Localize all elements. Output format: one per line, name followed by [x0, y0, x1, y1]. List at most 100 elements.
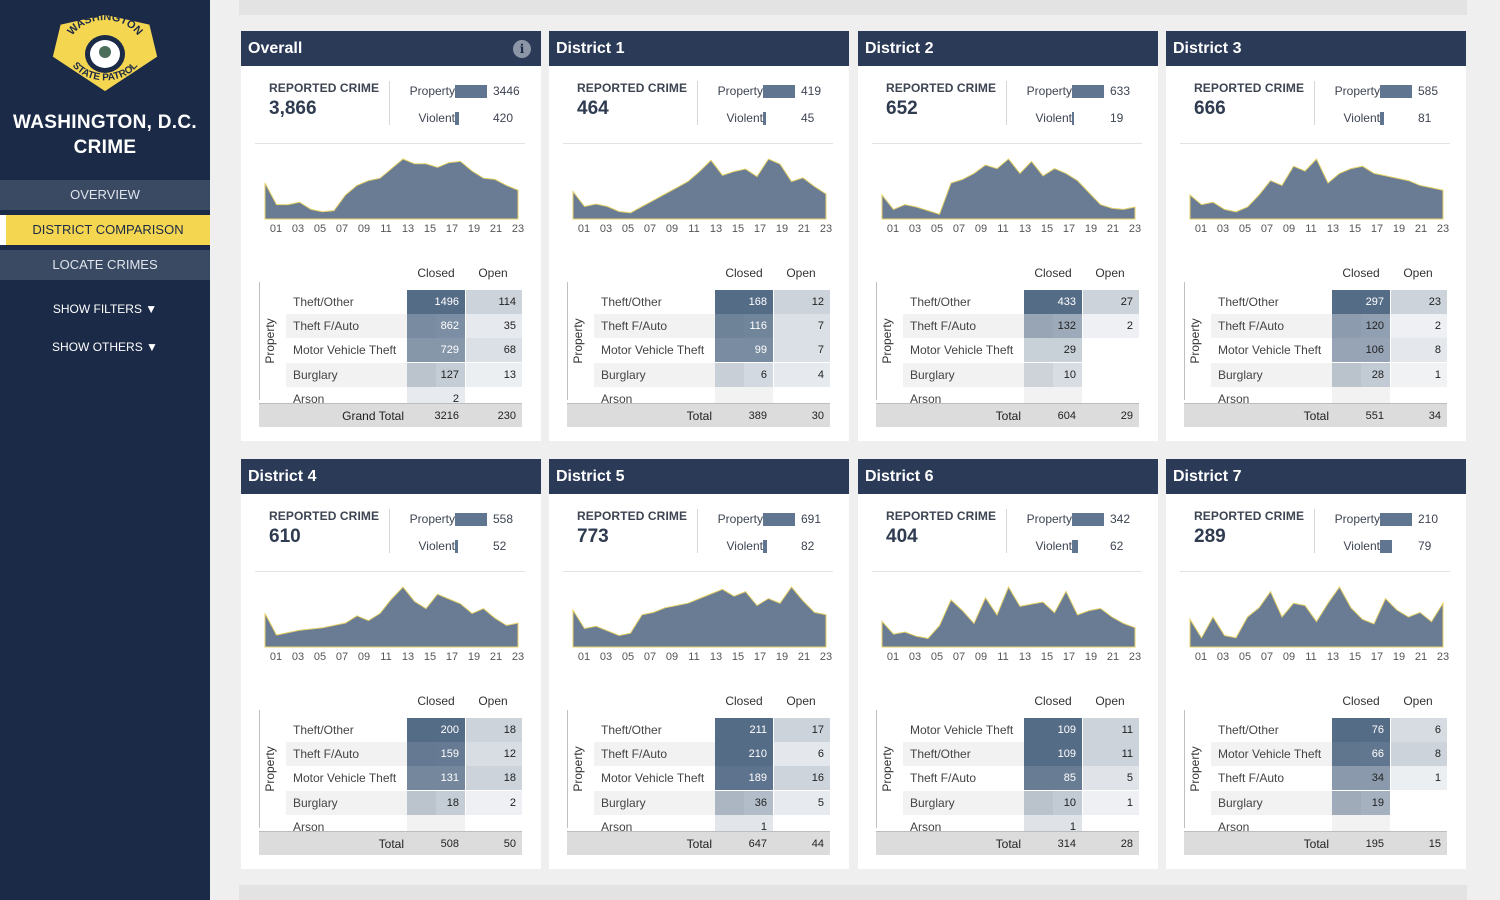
closed-column-header: Closed — [725, 694, 763, 708]
total-open: 50 — [503, 838, 516, 850]
reported-crime-value: 404 — [886, 526, 918, 547]
hour-tick-label: 17 — [1062, 651, 1076, 663]
violent-label: Violent — [1343, 111, 1380, 125]
crime-type-label: Burglary — [1211, 363, 1361, 387]
hour-tick-label: 11 — [997, 651, 1009, 663]
property-bar — [455, 85, 487, 98]
hour-tick-label: 15 — [423, 223, 437, 235]
hour-tick-label: 19 — [1392, 223, 1406, 235]
hour-tick-label: 23 — [819, 651, 833, 663]
violent-count-row: Violent 52 — [391, 539, 541, 555]
hour-tick-label: 01 — [1194, 651, 1208, 663]
hour-tick-label: 11 — [380, 223, 392, 235]
total-label: Grand Total — [342, 409, 404, 423]
closed-count-cell: 168 — [715, 290, 773, 314]
violent-bar — [455, 112, 459, 125]
open-count-cell: 11 — [1083, 742, 1139, 766]
total-closed: 195 — [1365, 838, 1384, 850]
show-others-button[interactable]: SHOW OTHERS ▼ — [52, 340, 158, 354]
hour-tick-label: 03 — [908, 651, 922, 663]
open-count-cell: 4 — [774, 363, 830, 387]
hour-tick-label: 05 — [930, 651, 944, 663]
closed-column-header: Closed — [725, 266, 763, 280]
total-row: Total 314 28 — [876, 831, 1139, 855]
closed-count-cell: 131 — [407, 766, 465, 790]
nav-district-comparison[interactable]: DISTRICT COMPARISON — [0, 215, 210, 245]
violent-label: Violent — [726, 111, 763, 125]
hour-tick-label: 09 — [974, 651, 988, 663]
property-count-row: Property 691 — [699, 512, 849, 528]
hour-tick-label: 23 — [1128, 651, 1142, 663]
hourly-area-chart — [572, 586, 827, 648]
crime-type-label: Burglary — [903, 791, 1053, 815]
closed-count-cell: 85 — [1024, 766, 1082, 790]
card-header: District 2 — [858, 31, 1158, 66]
hour-tick-label: 11 — [1305, 223, 1317, 235]
total-open: 30 — [811, 410, 824, 422]
closed-count-cell: 433 — [1024, 290, 1082, 314]
closed-count-cell: 10 — [1024, 791, 1082, 815]
kpi-divider — [1314, 509, 1315, 553]
nav-locate-crimes[interactable]: LOCATE CRIMES — [0, 250, 210, 280]
total-open: 34 — [1428, 410, 1441, 422]
hourly-area-chart — [1189, 158, 1444, 220]
hour-tick-label: 19 — [775, 223, 789, 235]
reported-crime-label: REPORTED CRIME — [269, 81, 380, 95]
hour-tick-label: 13 — [401, 651, 415, 663]
open-count-cell: 114 — [466, 290, 522, 314]
crime-type-label: Burglary — [594, 363, 744, 387]
closed-count-cell: 297 — [1332, 290, 1390, 314]
table-axis-line — [567, 282, 568, 400]
district-card: District 5 REPORTED CRIME 773 Property 691 Vi… — [549, 459, 849, 869]
property-label: Property — [1026, 512, 1072, 526]
hour-tick-label: 09 — [1282, 223, 1296, 235]
property-bar — [1072, 85, 1104, 98]
hour-tick-label: 13 — [709, 651, 723, 663]
closed-count-cell: 29 — [1024, 338, 1082, 362]
open-count-cell: 68 — [466, 338, 522, 362]
total-closed: 551 — [1365, 410, 1384, 422]
card-title: District 5 — [556, 468, 625, 485]
hour-tick-label: 19 — [467, 223, 481, 235]
kpi-divider — [389, 509, 390, 553]
show-filters-button[interactable]: SHOW FILTERS ▼ — [52, 302, 158, 316]
hour-tick-label: 19 — [775, 651, 789, 663]
hour-tick-label: 01 — [577, 651, 591, 663]
closed-count-cell: 10 — [1024, 363, 1082, 387]
hour-tick-label: 01 — [269, 223, 283, 235]
property-axis-label: Property — [1188, 318, 1202, 364]
hour-tick-label: 03 — [599, 223, 613, 235]
total-row: Total 508 50 — [259, 831, 522, 855]
kpi-divider — [697, 509, 698, 553]
hour-tick-label: 09 — [357, 651, 371, 663]
reported-crime-value: 773 — [577, 526, 609, 547]
hour-tick-label: 13 — [709, 223, 723, 235]
property-bar — [1380, 513, 1412, 526]
violent-count: 52 — [493, 539, 507, 553]
hour-tick-label: 15 — [1348, 223, 1362, 235]
closed-count-cell: 6 — [715, 363, 773, 387]
closed-count-cell: 132 — [1024, 314, 1082, 338]
hourly-crime-area — [1189, 586, 1444, 648]
district-card: District 1 REPORTED CRIME 464 Property 419 Vi… — [549, 31, 849, 441]
total-closed: 647 — [748, 838, 767, 850]
property-bar — [763, 513, 795, 526]
closed-count-cell: 211 — [715, 718, 773, 742]
top-scroll-strip — [239, 0, 1467, 15]
total-label: Total — [686, 837, 712, 851]
property-label: Property — [1334, 512, 1380, 526]
violent-count: 420 — [493, 111, 514, 125]
hour-tick-label: 23 — [511, 651, 525, 663]
open-count-cell: 5 — [774, 791, 830, 815]
reported-crime-label: REPORTED CRIME — [1194, 509, 1305, 523]
info-icon[interactable]: i — [513, 40, 531, 58]
open-count-cell: 12 — [466, 742, 522, 766]
violent-label: Violent — [1343, 539, 1380, 553]
closed-count-cell: 189 — [715, 766, 773, 790]
total-row: Grand Total 3216 230 — [259, 403, 522, 427]
open-count-cell — [1083, 338, 1139, 362]
nav-overview[interactable]: OVERVIEW — [0, 180, 210, 210]
hour-tick-label: 05 — [621, 651, 635, 663]
property-axis-label: Property — [880, 746, 894, 792]
property-axis-label: Property — [571, 746, 585, 792]
